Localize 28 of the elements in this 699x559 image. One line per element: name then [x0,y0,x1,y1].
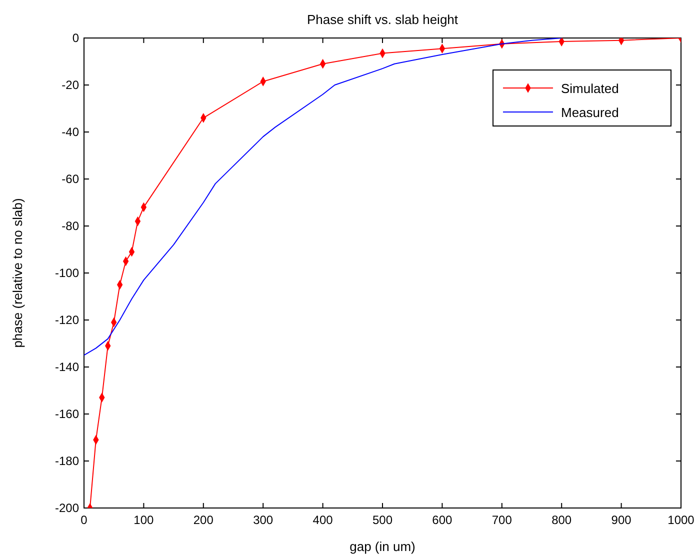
x-tick-label: 1000 [668,513,695,527]
legend-label: Measured [561,105,619,120]
x-tick-label: 200 [193,513,214,527]
legend-label: Simulated [561,81,619,96]
y-tick-label: -160 [54,407,80,421]
point [558,38,564,46]
x-tick-label: 0 [80,513,88,527]
x-tick-label: 100 [134,513,154,527]
y-tick-label: -100 [54,266,80,280]
x-tick-label: 800 [552,513,572,527]
x-tick-label: 700 [492,513,512,527]
x-axis-title: gap (in um) [350,539,416,554]
y-axis-title: phase (relative to no slab) [10,198,25,348]
x-tick-label: 400 [312,513,334,527]
y-tick-label: -80 [62,219,80,233]
y-tick-label: -60 [62,172,80,186]
chart-title: Phase shift vs. slab height [306,12,458,27]
x-tick-label: 500 [372,513,393,527]
y-tick-label: -120 [54,313,80,327]
y-tick-label: -180 [54,454,80,468]
y-tick-label: 0 [72,31,80,45]
y-tick-label: -20 [62,78,80,92]
x-tick-label: 300 [253,513,274,527]
y-tick-label: -40 [62,125,80,139]
x-tick-label: 600 [432,513,453,527]
y-tick-label: -140 [54,360,80,374]
x-tick-label: 900 [611,513,632,527]
y-tick-label: -200 [54,501,80,515]
